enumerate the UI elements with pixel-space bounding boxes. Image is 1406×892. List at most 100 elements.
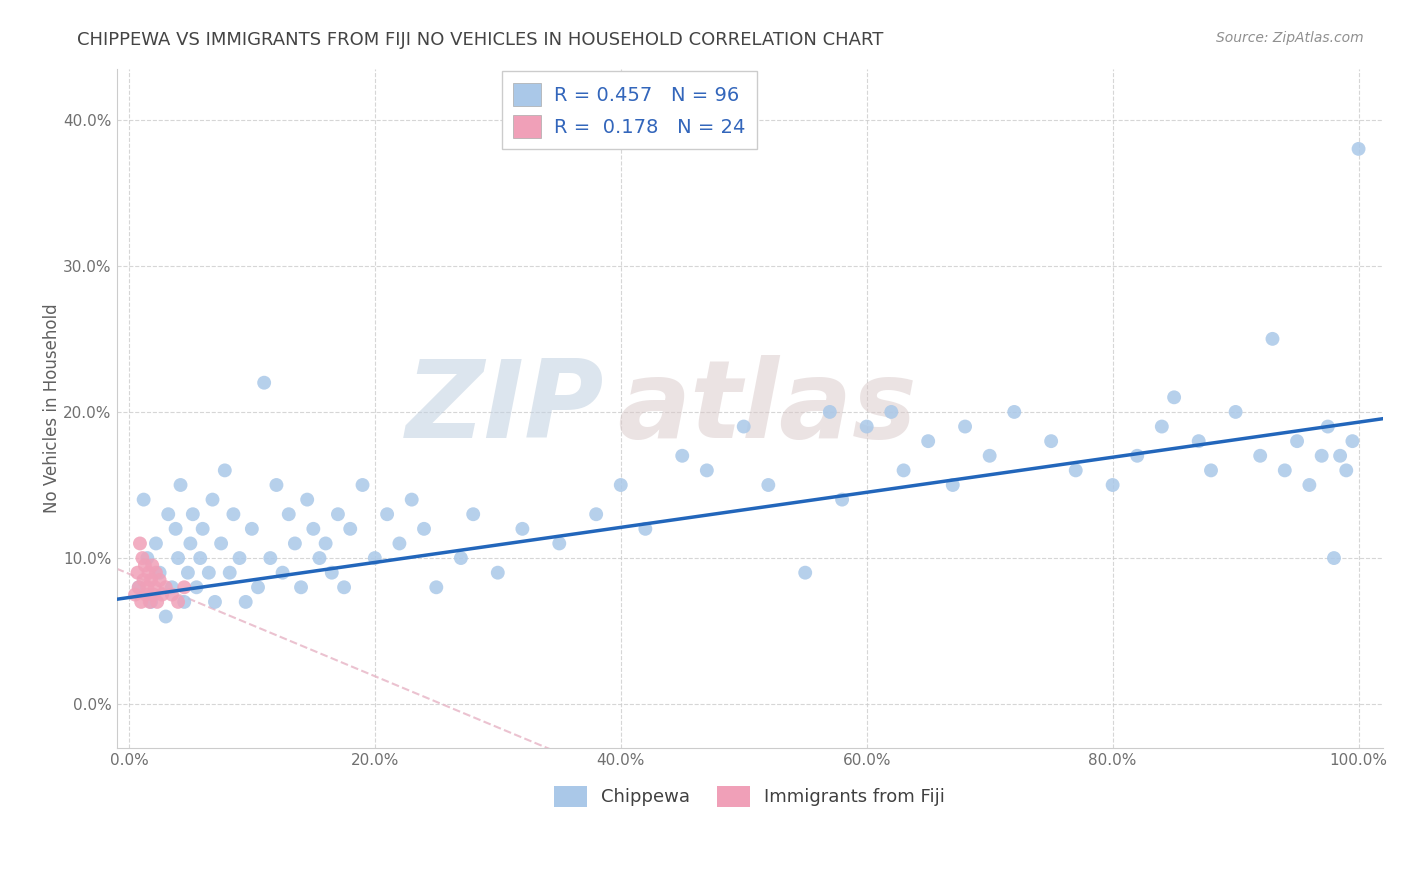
Point — [129, 536, 152, 550]
Text: CHIPPEWA VS IMMIGRANTS FROM FIJI NO VEHICLES IN HOUSEHOLD CORRELATION CHART: CHIPPEWA VS IMMIGRANTS FROM FIJI NO VEHI… — [77, 31, 884, 49]
Point — [235, 595, 257, 609]
Point — [1286, 434, 1309, 449]
Point — [128, 580, 150, 594]
Point — [277, 507, 299, 521]
Point — [855, 419, 877, 434]
Point — [146, 595, 169, 609]
Point — [173, 580, 195, 594]
Point — [548, 536, 571, 550]
Point — [1126, 449, 1149, 463]
Point — [953, 419, 976, 434]
Point — [155, 609, 177, 624]
Point — [942, 478, 965, 492]
Point — [155, 580, 177, 594]
Point — [375, 507, 398, 521]
Point — [149, 573, 172, 587]
Point — [191, 522, 214, 536]
Point — [157, 507, 180, 521]
Point — [290, 580, 312, 594]
Point — [177, 566, 200, 580]
Text: atlas: atlas — [617, 355, 917, 461]
Point — [917, 434, 939, 449]
Point — [165, 522, 187, 536]
Point — [1040, 434, 1063, 449]
Point — [198, 566, 221, 580]
Point — [169, 478, 191, 492]
Point — [610, 478, 633, 492]
Point — [188, 551, 211, 566]
Point — [186, 580, 208, 594]
Point — [149, 566, 172, 580]
Point — [218, 566, 240, 580]
Point — [1298, 478, 1320, 492]
Point — [160, 580, 183, 594]
Point — [364, 551, 387, 566]
Point — [129, 595, 152, 609]
Point — [634, 522, 657, 536]
Point — [228, 551, 250, 566]
Point — [1310, 449, 1333, 463]
Point — [315, 536, 337, 550]
Point — [1188, 434, 1211, 449]
Point — [585, 507, 607, 521]
Point — [321, 566, 343, 580]
Point — [308, 551, 330, 566]
Point — [214, 463, 236, 477]
Point — [142, 588, 165, 602]
Point — [1336, 463, 1358, 477]
Point — [1150, 419, 1173, 434]
Point — [893, 463, 915, 477]
Point — [124, 588, 146, 602]
Point — [388, 536, 411, 550]
Point — [1316, 419, 1339, 434]
Point — [880, 405, 903, 419]
Point — [1163, 390, 1185, 404]
Point — [259, 551, 281, 566]
Point — [209, 536, 232, 550]
Point — [696, 463, 718, 477]
Point — [127, 566, 149, 580]
Point — [132, 492, 155, 507]
Point — [1323, 551, 1346, 566]
Legend: Chippewa, Immigrants from Fiji: Chippewa, Immigrants from Fiji — [547, 779, 952, 814]
Point — [134, 558, 156, 573]
Point — [128, 580, 150, 594]
Point — [160, 588, 183, 602]
Point — [141, 558, 163, 573]
Point — [138, 566, 160, 580]
Point — [136, 580, 159, 594]
Point — [173, 595, 195, 609]
Point — [135, 588, 157, 602]
Text: Source: ZipAtlas.com: Source: ZipAtlas.com — [1216, 31, 1364, 45]
Point — [1341, 434, 1364, 449]
Point — [295, 492, 318, 507]
Point — [413, 522, 436, 536]
Point — [204, 595, 226, 609]
Point — [818, 405, 841, 419]
Point — [167, 595, 190, 609]
Text: ZIP: ZIP — [406, 355, 605, 461]
Point — [150, 588, 173, 602]
Point — [1329, 449, 1351, 463]
Point — [1101, 478, 1123, 492]
Point — [352, 478, 374, 492]
Point — [179, 536, 201, 550]
Point — [486, 566, 509, 580]
Point — [266, 478, 288, 492]
Point — [463, 507, 485, 521]
Point — [979, 449, 1001, 463]
Point — [139, 595, 162, 609]
Point — [284, 536, 307, 550]
Point — [425, 580, 447, 594]
Point — [139, 573, 162, 587]
Point — [167, 551, 190, 566]
Point — [831, 492, 853, 507]
Point — [302, 522, 325, 536]
Point — [1274, 463, 1296, 477]
Point — [131, 551, 153, 566]
Point — [136, 551, 159, 566]
Point — [132, 573, 155, 587]
Point — [240, 522, 263, 536]
Point — [1199, 463, 1222, 477]
Point — [1261, 332, 1284, 346]
